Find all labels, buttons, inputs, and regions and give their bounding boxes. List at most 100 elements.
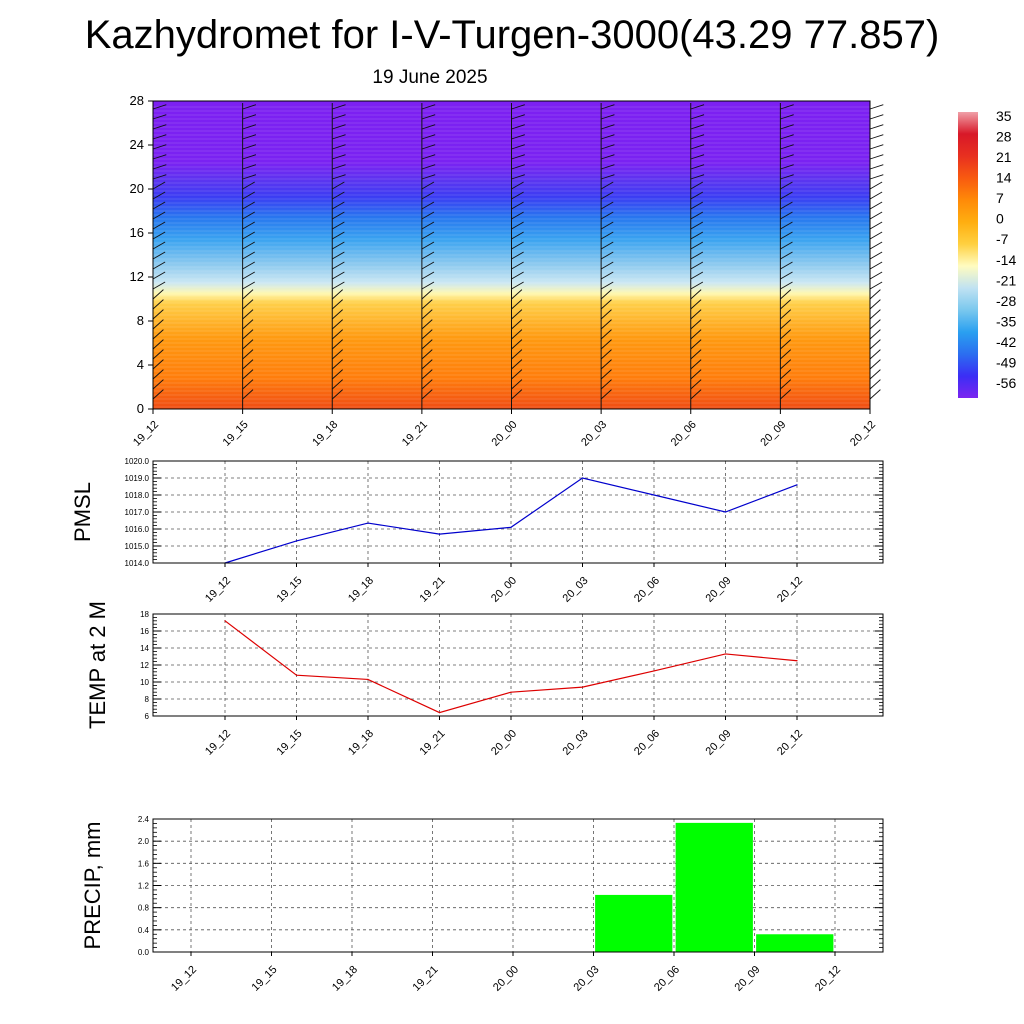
pmsl-point xyxy=(653,494,655,496)
wind-barb xyxy=(242,319,254,330)
wind-barb xyxy=(511,114,525,120)
wind-barb xyxy=(690,211,704,220)
wind-barb xyxy=(690,261,704,270)
wind-barb xyxy=(152,134,167,140)
y-tick-label: 1016.0 xyxy=(125,525,150,534)
wind-barb xyxy=(421,231,435,240)
wind-barb xyxy=(242,104,257,110)
y-tick-label: 20 xyxy=(130,181,144,196)
wind-barb xyxy=(869,231,883,240)
y-tick-label: 1.2 xyxy=(138,882,150,891)
colorbar-scale xyxy=(958,112,978,398)
wind-barb xyxy=(421,379,433,390)
wind-barb-column xyxy=(779,103,794,409)
wind-barb xyxy=(242,389,254,400)
wind-barb xyxy=(780,134,794,140)
wind-barb xyxy=(152,191,166,200)
wind-barb xyxy=(421,241,435,250)
wind-barb xyxy=(152,261,166,270)
wind-barb xyxy=(869,241,883,250)
wind-barb xyxy=(511,289,523,300)
wind-barb xyxy=(242,299,254,310)
y-tick-label: 1019.0 xyxy=(125,474,150,483)
wind-barb xyxy=(152,281,166,290)
wind-barb xyxy=(332,154,346,160)
wind-barb xyxy=(421,221,435,230)
wind-barb xyxy=(152,379,164,390)
precip-ylabel: PRECIP, mm xyxy=(80,822,105,950)
wind-barb xyxy=(242,164,257,170)
y-tick-label: 1.6 xyxy=(138,859,150,868)
wind-barb xyxy=(780,231,793,240)
wind-barb xyxy=(152,181,166,190)
wind-barb-column xyxy=(511,103,525,409)
wind-barb xyxy=(600,369,612,380)
x-tick-label: 19_18 xyxy=(346,575,376,605)
wind-barb xyxy=(780,289,792,300)
wind-barb xyxy=(421,289,433,300)
wind-barb xyxy=(242,201,255,210)
y-tick-label: 0 xyxy=(137,401,144,416)
colorbar-label: 14 xyxy=(996,170,1012,186)
wind-barb xyxy=(332,231,345,240)
wind-barb xyxy=(421,261,435,270)
wind-barb xyxy=(780,114,794,120)
y-tick-label: 6 xyxy=(145,712,150,721)
wind-barb xyxy=(869,144,884,150)
wind-barb xyxy=(600,271,614,280)
wind-barb xyxy=(600,134,615,140)
wind-barb xyxy=(242,221,255,230)
wind-barb xyxy=(780,154,794,160)
x-tick-label: 20_12 xyxy=(813,964,843,994)
wind-barb xyxy=(242,144,257,150)
wind-barb xyxy=(242,174,257,180)
x-tick-label: 20_09 xyxy=(704,728,734,758)
wind-barb xyxy=(511,329,523,340)
wind-barb-column xyxy=(600,103,615,409)
wind-barb xyxy=(242,231,255,240)
wind-barb xyxy=(421,369,433,380)
grid xyxy=(153,613,883,717)
wind-barb xyxy=(152,359,164,370)
wind-barb xyxy=(780,181,793,190)
pmsl-point xyxy=(295,540,298,542)
wind-barb xyxy=(780,369,792,380)
wind-barb xyxy=(869,104,884,110)
colorbar-label: -42 xyxy=(996,334,1016,350)
wind-barb-column xyxy=(690,103,705,409)
wind-barb xyxy=(690,271,704,280)
wind-barb xyxy=(511,369,523,380)
y-tick-label: 14 xyxy=(140,644,149,653)
wind-barb xyxy=(511,181,524,190)
wind-barb xyxy=(600,221,614,230)
wind-barb xyxy=(780,319,792,330)
wind-barb xyxy=(511,309,523,320)
wind-barb xyxy=(690,231,704,240)
wind-barb xyxy=(780,329,792,340)
wind-barb xyxy=(332,241,345,250)
x-tick-label: 19_12 xyxy=(203,728,233,758)
wind-barb-column xyxy=(242,103,257,409)
wind-barb xyxy=(421,389,433,400)
x-tick-label: 19_15 xyxy=(275,728,305,758)
wind-barb xyxy=(511,271,524,280)
wind-barb xyxy=(600,379,612,390)
wind-barb xyxy=(869,379,881,390)
wind-barb xyxy=(242,181,255,190)
wind-barb xyxy=(869,309,881,320)
wind-barb xyxy=(421,201,435,210)
wind-barb xyxy=(511,154,525,160)
wind-barb xyxy=(332,221,345,230)
y-tick-label: 18 xyxy=(140,610,149,619)
y-tick-label: 2.4 xyxy=(138,815,150,824)
pmsl-point xyxy=(581,477,584,479)
x-tick-label: 20_09 xyxy=(733,964,763,994)
wind-barb xyxy=(869,221,883,230)
wind-barb xyxy=(421,164,436,170)
wind-barb xyxy=(690,124,705,130)
wind-barb xyxy=(152,241,166,250)
wind-barb xyxy=(152,271,166,280)
temp-2m-point xyxy=(510,691,512,693)
wind-barb xyxy=(600,241,614,250)
